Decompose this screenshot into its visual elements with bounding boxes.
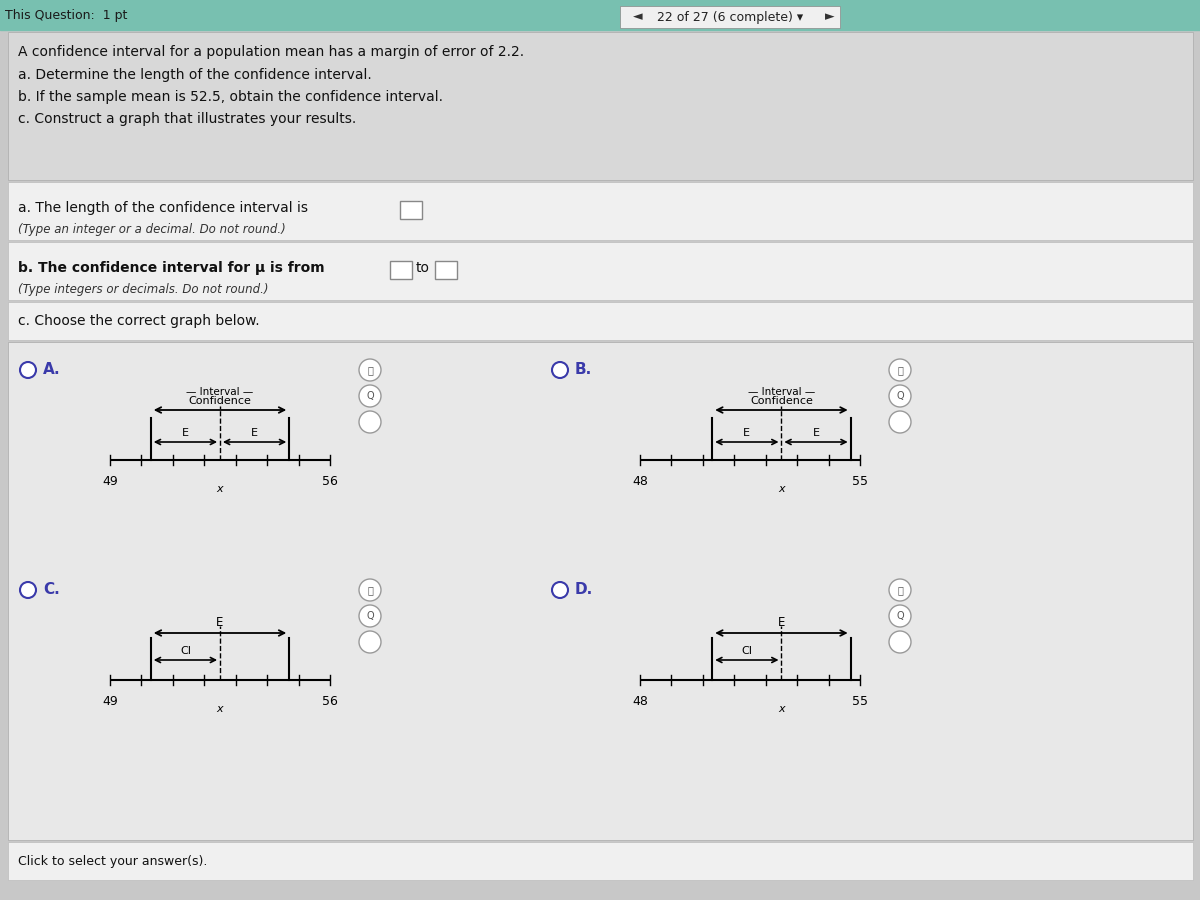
Text: E: E	[812, 428, 820, 438]
Text: a. The length of the confidence interval is: a. The length of the confidence interval…	[18, 201, 308, 215]
Text: A.: A.	[43, 363, 61, 377]
Circle shape	[552, 582, 568, 598]
Text: CI: CI	[742, 646, 752, 656]
Text: Q: Q	[896, 391, 904, 401]
Text: ⌕: ⌕	[367, 365, 373, 375]
Text: c. Construct a graph that illustrates your results.: c. Construct a graph that illustrates yo…	[18, 112, 356, 126]
Circle shape	[359, 579, 382, 601]
Text: D.: D.	[575, 582, 593, 598]
Text: This Question:  1 pt: This Question: 1 pt	[5, 8, 127, 22]
Text: E: E	[778, 616, 785, 629]
Circle shape	[889, 605, 911, 627]
Text: Q: Q	[896, 611, 904, 621]
Text: x: x	[778, 484, 785, 494]
Text: 49: 49	[102, 695, 118, 708]
Bar	[8, 342, 1193, 840]
Text: a. Determine the length of the confidence interval.: a. Determine the length of the confidenc…	[18, 68, 372, 82]
Text: E: E	[216, 616, 223, 629]
Text: 49: 49	[102, 475, 118, 488]
Text: — Interval —: — Interval —	[748, 387, 815, 397]
Text: 48: 48	[632, 475, 648, 488]
Circle shape	[889, 579, 911, 601]
Text: ⌕: ⌕	[898, 585, 902, 595]
Bar	[8, 182, 1193, 240]
Text: Q: Q	[366, 391, 374, 401]
Text: x: x	[778, 704, 785, 714]
Text: A confidence interval for a population mean has a margin of error of 2.2.: A confidence interval for a population m…	[18, 45, 524, 59]
Text: B.: B.	[575, 363, 593, 377]
Text: (Type integers or decimals. Do not round.): (Type integers or decimals. Do not round…	[18, 283, 269, 295]
Text: 48: 48	[632, 695, 648, 708]
Text: C.: C.	[43, 582, 60, 598]
Circle shape	[20, 582, 36, 598]
Text: CI: CI	[180, 646, 191, 656]
Text: ⌕: ⌕	[367, 585, 373, 595]
Text: E: E	[251, 428, 258, 438]
Text: (Type an integer or a decimal. Do not round.): (Type an integer or a decimal. Do not ro…	[18, 222, 286, 236]
Text: ◄: ◄	[634, 11, 643, 23]
Bar	[390, 261, 412, 279]
Text: ⌕: ⌕	[898, 365, 902, 375]
Text: ►: ►	[826, 11, 835, 23]
Bar	[8, 32, 1193, 180]
Circle shape	[359, 385, 382, 407]
Circle shape	[359, 411, 382, 433]
Bar	[8, 242, 1193, 300]
Bar	[8, 302, 1193, 340]
Text: 56: 56	[322, 475, 338, 488]
Text: x: x	[217, 484, 223, 494]
Text: Confidence: Confidence	[750, 396, 812, 406]
Text: Confidence: Confidence	[188, 396, 252, 406]
Circle shape	[20, 362, 36, 378]
Text: c. Choose the correct graph below.: c. Choose the correct graph below.	[18, 314, 259, 328]
Circle shape	[359, 605, 382, 627]
Circle shape	[359, 359, 382, 381]
Bar	[436, 261, 457, 279]
Text: — Interval —: — Interval —	[186, 387, 253, 397]
Circle shape	[552, 362, 568, 378]
Text: Q: Q	[366, 611, 374, 621]
Circle shape	[889, 359, 911, 381]
Circle shape	[889, 411, 911, 433]
Text: x: x	[217, 704, 223, 714]
Bar	[620, 6, 840, 28]
Bar	[0, 0, 1200, 30]
Bar	[400, 201, 422, 219]
Text: to: to	[416, 261, 430, 275]
Text: Click to select your answer(s).: Click to select your answer(s).	[18, 854, 208, 868]
Text: b. If the sample mean is 52.5, obtain the confidence interval.: b. If the sample mean is 52.5, obtain th…	[18, 90, 443, 104]
Bar	[8, 842, 1193, 880]
Circle shape	[889, 631, 911, 653]
Text: 56: 56	[322, 695, 338, 708]
Text: 22 of 27 (6 complete) ▾: 22 of 27 (6 complete) ▾	[656, 11, 803, 23]
Text: b. The confidence interval for μ is from: b. The confidence interval for μ is from	[18, 261, 325, 275]
Text: 55: 55	[852, 695, 868, 708]
Text: 55: 55	[852, 475, 868, 488]
Text: E: E	[743, 428, 750, 438]
Circle shape	[889, 385, 911, 407]
Circle shape	[359, 631, 382, 653]
Text: E: E	[182, 428, 188, 438]
